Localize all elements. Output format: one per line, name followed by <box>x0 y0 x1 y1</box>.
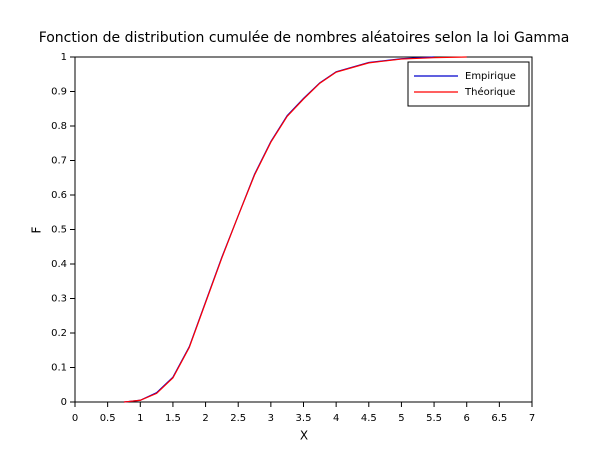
x-tick-label: 3.5 <box>296 413 312 424</box>
series-line <box>123 56 435 403</box>
y-axis-label: F <box>30 226 44 233</box>
chart-title: Fonction de distribution cumulée de nomb… <box>39 30 570 46</box>
y-tick-label: 1 <box>61 52 67 63</box>
x-tick-label: 0 <box>72 413 78 424</box>
y-tick-label: 0.1 <box>51 363 67 374</box>
x-tick-label: 3 <box>268 413 274 424</box>
x-tick-label: 7 <box>529 413 535 424</box>
y-tick-label: 0.6 <box>51 190 67 201</box>
y-tick-label: 0.7 <box>51 156 67 167</box>
legend-label: Théorique <box>464 86 515 98</box>
x-tick-label: 5 <box>398 413 404 424</box>
legend-box <box>407 61 530 107</box>
x-tick-label: 5.5 <box>426 413 442 424</box>
y-tick-label: 0.9 <box>51 87 67 98</box>
y-tick-label: 0.2 <box>51 328 67 339</box>
x-axis-label: X <box>300 429 308 443</box>
x-tick-label: 6.5 <box>491 413 507 424</box>
x-tick-label: 1.5 <box>165 413 181 424</box>
x-tick-label: 1 <box>137 413 143 424</box>
x-tick-label: 6 <box>464 413 470 424</box>
x-tick-label: 2.5 <box>230 413 246 424</box>
y-tick-label: 0.4 <box>51 259 67 270</box>
series-line <box>123 56 467 403</box>
y-tick-label: 0.3 <box>51 294 67 305</box>
y-tick-label: 0.5 <box>51 225 67 236</box>
x-tick-label: 2 <box>202 413 208 424</box>
x-tick-label: 4 <box>333 413 339 424</box>
plot-frame <box>74 56 533 403</box>
x-tick-label: 4.5 <box>361 413 377 424</box>
legend-label: Empirique <box>465 71 516 82</box>
y-tick-label: 0 <box>61 397 67 408</box>
y-tick-label: 0.8 <box>51 121 67 132</box>
x-tick-label: 0.5 <box>100 413 116 424</box>
